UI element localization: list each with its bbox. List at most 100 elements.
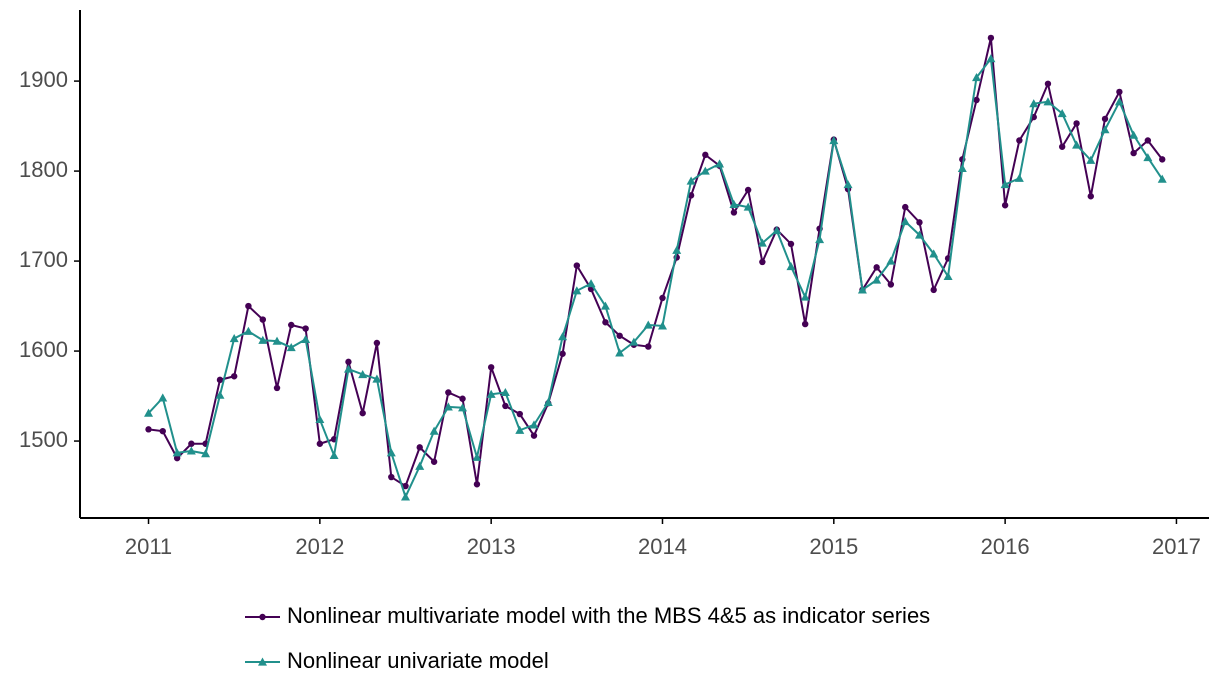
marker	[916, 219, 923, 226]
marker	[543, 397, 553, 406]
marker	[415, 461, 425, 470]
marker	[445, 389, 452, 396]
marker	[258, 657, 267, 666]
marker	[186, 446, 196, 455]
marker	[286, 342, 296, 352]
marker	[516, 410, 523, 418]
marker	[672, 245, 682, 254]
x-tick-label: 2016	[981, 534, 1030, 559]
marker	[243, 326, 253, 335]
marker	[358, 369, 368, 379]
marker	[530, 432, 538, 439]
marker	[972, 72, 982, 82]
marker	[515, 425, 525, 434]
marker	[1129, 130, 1139, 139]
marker	[529, 420, 539, 429]
marker	[686, 176, 696, 185]
marker	[201, 449, 211, 458]
marker	[172, 448, 182, 457]
marker	[402, 482, 409, 490]
marker	[1087, 193, 1094, 200]
marker	[657, 321, 667, 330]
marker	[687, 192, 695, 199]
marker	[815, 234, 825, 244]
marker	[1143, 153, 1153, 162]
marker	[345, 358, 352, 366]
marker	[259, 613, 266, 621]
marker	[986, 54, 996, 63]
marker	[301, 334, 311, 343]
marker	[1116, 88, 1123, 96]
marker	[744, 186, 752, 194]
marker	[829, 135, 839, 145]
marker	[343, 364, 353, 373]
marker	[873, 264, 880, 271]
marker	[730, 209, 738, 216]
marker	[572, 286, 582, 295]
legend-entry: Nonlinear multivariate model with the MB…	[245, 603, 930, 628]
marker	[1130, 149, 1137, 157]
series	[145, 34, 1166, 490]
x-tick-label: 2017	[1152, 534, 1201, 559]
marker	[586, 279, 596, 288]
marker	[800, 292, 810, 301]
marker	[273, 384, 281, 392]
marker	[659, 294, 666, 302]
marker	[502, 402, 509, 410]
marker	[388, 473, 395, 481]
marker	[1159, 156, 1166, 163]
marker	[316, 440, 324, 447]
marker	[902, 203, 909, 211]
marker	[600, 301, 610, 310]
marker	[772, 225, 782, 235]
marker	[401, 492, 411, 501]
marker	[144, 408, 154, 417]
marker	[1157, 174, 1167, 183]
marker	[729, 199, 739, 208]
marker	[759, 258, 766, 266]
marker	[887, 281, 895, 288]
marker	[459, 395, 466, 402]
marker	[173, 454, 181, 462]
marker	[900, 216, 910, 226]
y-tick-label: 1800	[19, 157, 68, 182]
marker	[1086, 155, 1096, 164]
marker	[1072, 140, 1082, 149]
y-tick-label: 1600	[19, 337, 68, 362]
marker	[1101, 115, 1109, 123]
marker	[1016, 137, 1023, 144]
marker	[302, 325, 309, 332]
marker	[1073, 120, 1080, 127]
marker	[443, 402, 453, 411]
marker	[615, 348, 625, 357]
x-tick-label: 2013	[467, 534, 516, 559]
marker	[559, 350, 566, 357]
marker	[258, 335, 268, 344]
marker	[1043, 97, 1053, 106]
marker	[787, 240, 795, 248]
marker	[929, 249, 939, 258]
marker	[1014, 173, 1024, 182]
marker	[886, 256, 896, 265]
x-tick-label: 2012	[295, 534, 344, 559]
marker	[616, 332, 623, 339]
y-tick-label: 1900	[19, 67, 68, 92]
marker	[500, 387, 510, 397]
marker	[1114, 97, 1124, 106]
marker	[416, 444, 423, 451]
marker	[857, 285, 867, 294]
series-line	[147, 56, 1164, 500]
marker	[145, 426, 152, 433]
legend-entry: Nonlinear univariate model	[245, 648, 549, 673]
marker	[930, 286, 937, 294]
series	[144, 54, 1167, 501]
marker	[245, 302, 252, 310]
marker	[957, 163, 967, 172]
marker	[429, 426, 439, 435]
y-tick-label: 1700	[19, 247, 68, 272]
marker	[329, 450, 339, 460]
marker	[288, 321, 295, 329]
x-tick-label: 2014	[638, 534, 687, 559]
marker	[786, 261, 796, 271]
